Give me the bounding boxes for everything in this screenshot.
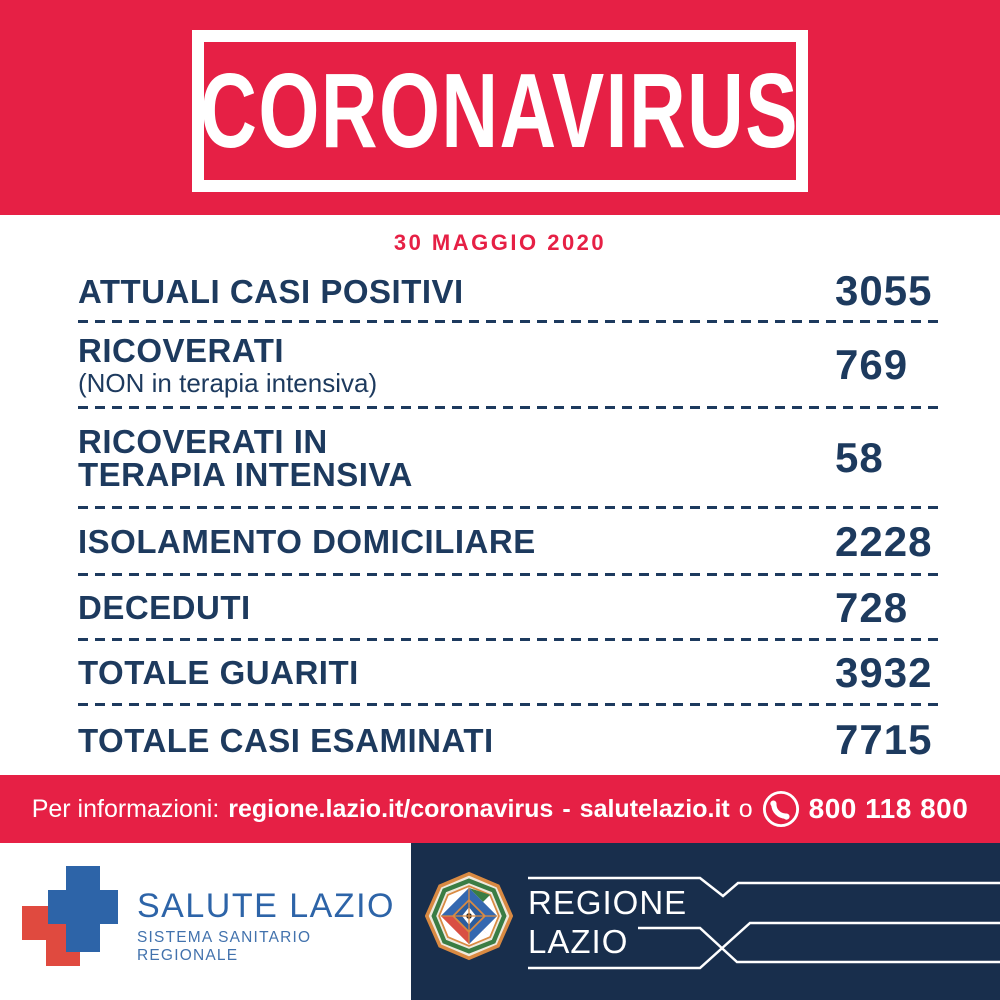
- regione-lazio-panel: REGIONE LAZIO: [411, 843, 1000, 1000]
- dashed-separator: [78, 506, 943, 509]
- footer: SALUTE LAZIO SISTEMA SANITARIO REGIONALE: [0, 843, 1000, 1000]
- stat-label: RICOVERATI (NON in terapia intensiva): [78, 334, 835, 396]
- stat-row: TOTALE GUARITI 3932: [78, 640, 943, 706]
- phone-handset-icon: [762, 790, 799, 828]
- stat-row: TOTALE CASI ESAMINATI 7715: [78, 705, 943, 775]
- regione-lazio-wordmark: REGIONE LAZIO: [528, 883, 687, 961]
- stat-label-line: RICOVERATI: [78, 332, 285, 369]
- stat-row: RICOVERATI IN TERAPIA INTENSIVA 58: [78, 408, 943, 509]
- stat-label-line: TERAPIA INTENSIVA: [78, 456, 413, 493]
- stat-label-line: RICOVERATI IN: [78, 423, 328, 460]
- stat-row: RICOVERATI (NON in terapia intensiva) 769: [78, 322, 943, 409]
- info-url-secondary: salutelazio.it: [579, 794, 730, 823]
- stat-label-line: TOTALE CASI ESAMINATI: [78, 721, 494, 759]
- regione-line: REGIONE: [528, 884, 688, 921]
- info-prefix: Per informazioni:: [31, 794, 220, 823]
- stat-label: DECEDUTI: [78, 591, 835, 624]
- salute-lazio-subtitle: SISTEMA SANITARIO REGIONALE: [137, 929, 312, 964]
- stat-label: RICOVERATI IN TERAPIA INTENSIVA: [78, 425, 835, 491]
- stat-value: 3932: [835, 648, 933, 696]
- statistics-table: ATTUALI CASI POSITIVI 3055 RICOVERATI (NO…: [78, 260, 943, 775]
- lazio-line: LAZIO: [528, 923, 629, 960]
- stat-value: 58: [835, 434, 884, 481]
- stat-row: DECEDUTI 728: [78, 575, 943, 641]
- stat-label-line: DECEDUTI: [78, 589, 251, 626]
- blue-cross-horizontal: [48, 890, 118, 924]
- stat-label-line: TOTALE GUARITI: [78, 654, 359, 691]
- stat-label-line: ISOLAMENTO DOMICILIARE: [78, 523, 536, 560]
- stat-value: 728: [835, 583, 909, 631]
- title-frame: CORONAVIRUS: [192, 30, 808, 192]
- info-separator: -: [562, 794, 571, 823]
- page-title: CORONAVIRUS: [200, 52, 800, 170]
- stat-value: 769: [835, 341, 909, 388]
- stat-label: ATTUALI CASI POSITIVI: [78, 275, 835, 308]
- stat-value: 3055: [835, 267, 933, 314]
- dashed-separator: [78, 638, 943, 641]
- dashed-separator: [78, 406, 943, 409]
- info-url-primary: regione.lazio.it/coronavirus: [228, 794, 554, 823]
- salute-lazio-panel: SALUTE LAZIO SISTEMA SANITARIO REGIONALE: [0, 843, 411, 1000]
- info-conjunction: o: [738, 794, 753, 823]
- stat-label: TOTALE GUARITI: [78, 656, 835, 689]
- stat-row: ISOLAMENTO DOMICILIARE 2228: [78, 508, 943, 576]
- stat-row: ATTUALI CASI POSITIVI 3055: [78, 260, 943, 323]
- ribbon-lines: [528, 876, 1000, 970]
- stat-label: TOTALE CASI ESAMINATI: [78, 724, 835, 757]
- dashed-separator: [78, 573, 943, 576]
- info-bar: Per informazioni: regione.lazio.it/coron…: [0, 775, 1000, 843]
- stat-value: 2228: [835, 517, 933, 565]
- stat-label: ISOLAMENTO DOMICILIARE: [78, 525, 835, 558]
- salute-lazio-title: SALUTE LAZIO: [137, 887, 395, 925]
- report-date: 30 MAGGIO 2020: [393, 230, 607, 255]
- header-banner: CORONAVIRUS: [0, 0, 1000, 215]
- phone-number: 800 118 800: [808, 793, 969, 824]
- stat-sublabel: (NON in terapia intensiva): [78, 368, 378, 398]
- stat-value: 7715: [835, 716, 933, 763]
- lazio-coat-of-arms-icon: [425, 871, 513, 961]
- dashed-separator: [78, 703, 943, 706]
- dashed-separator: [78, 320, 943, 323]
- stat-label-line: ATTUALI CASI POSITIVI: [78, 272, 464, 310]
